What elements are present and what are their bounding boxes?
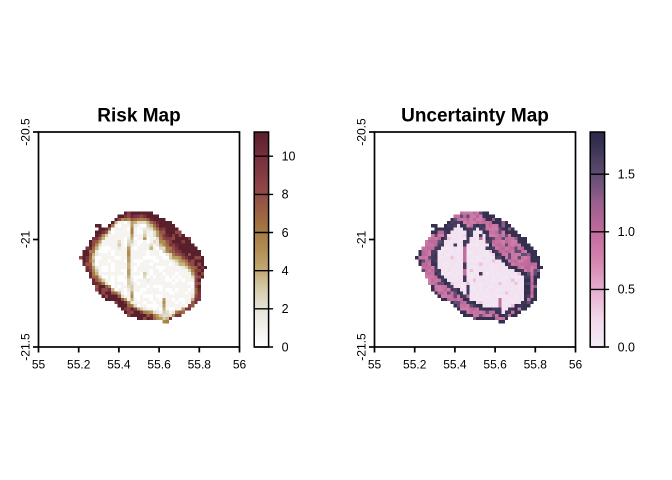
svg-text:0.0: 0.0: [618, 340, 635, 354]
svg-text:55.2: 55.2: [403, 358, 427, 372]
svg-text:55: 55: [368, 358, 382, 372]
svg-text:56: 56: [233, 358, 247, 372]
svg-text:0.5: 0.5: [618, 283, 635, 297]
svg-text:1.0: 1.0: [618, 225, 635, 239]
svg-text:56: 56: [569, 358, 583, 372]
svg-text:55.8: 55.8: [188, 358, 212, 372]
svg-text:0: 0: [282, 340, 289, 354]
svg-text:55.8: 55.8: [524, 358, 548, 372]
svg-text:55.6: 55.6: [483, 358, 507, 372]
svg-text:2: 2: [282, 302, 289, 316]
svg-text:-21: -21: [19, 231, 33, 249]
svg-text:-20.5: -20.5: [19, 118, 33, 146]
svg-text:1.5: 1.5: [618, 168, 635, 182]
svg-text:Risk Map: Risk Map: [97, 106, 180, 127]
svg-text:55.6: 55.6: [147, 358, 171, 372]
svg-text:55: 55: [32, 358, 46, 372]
svg-text:Uncertainty Map: Uncertainty Map: [401, 106, 549, 127]
svg-text:-21: -21: [355, 231, 369, 249]
svg-text:-21.5: -21.5: [355, 333, 369, 361]
svg-text:4: 4: [282, 264, 289, 278]
svg-text:55.4: 55.4: [443, 358, 467, 372]
svg-text:8: 8: [282, 188, 289, 202]
svg-text:10: 10: [282, 150, 296, 164]
svg-text:-21.5: -21.5: [19, 333, 33, 361]
svg-text:6: 6: [282, 226, 289, 240]
svg-text:55.4: 55.4: [107, 358, 131, 372]
svg-text:-20.5: -20.5: [355, 118, 369, 146]
svg-text:55.2: 55.2: [67, 358, 91, 372]
